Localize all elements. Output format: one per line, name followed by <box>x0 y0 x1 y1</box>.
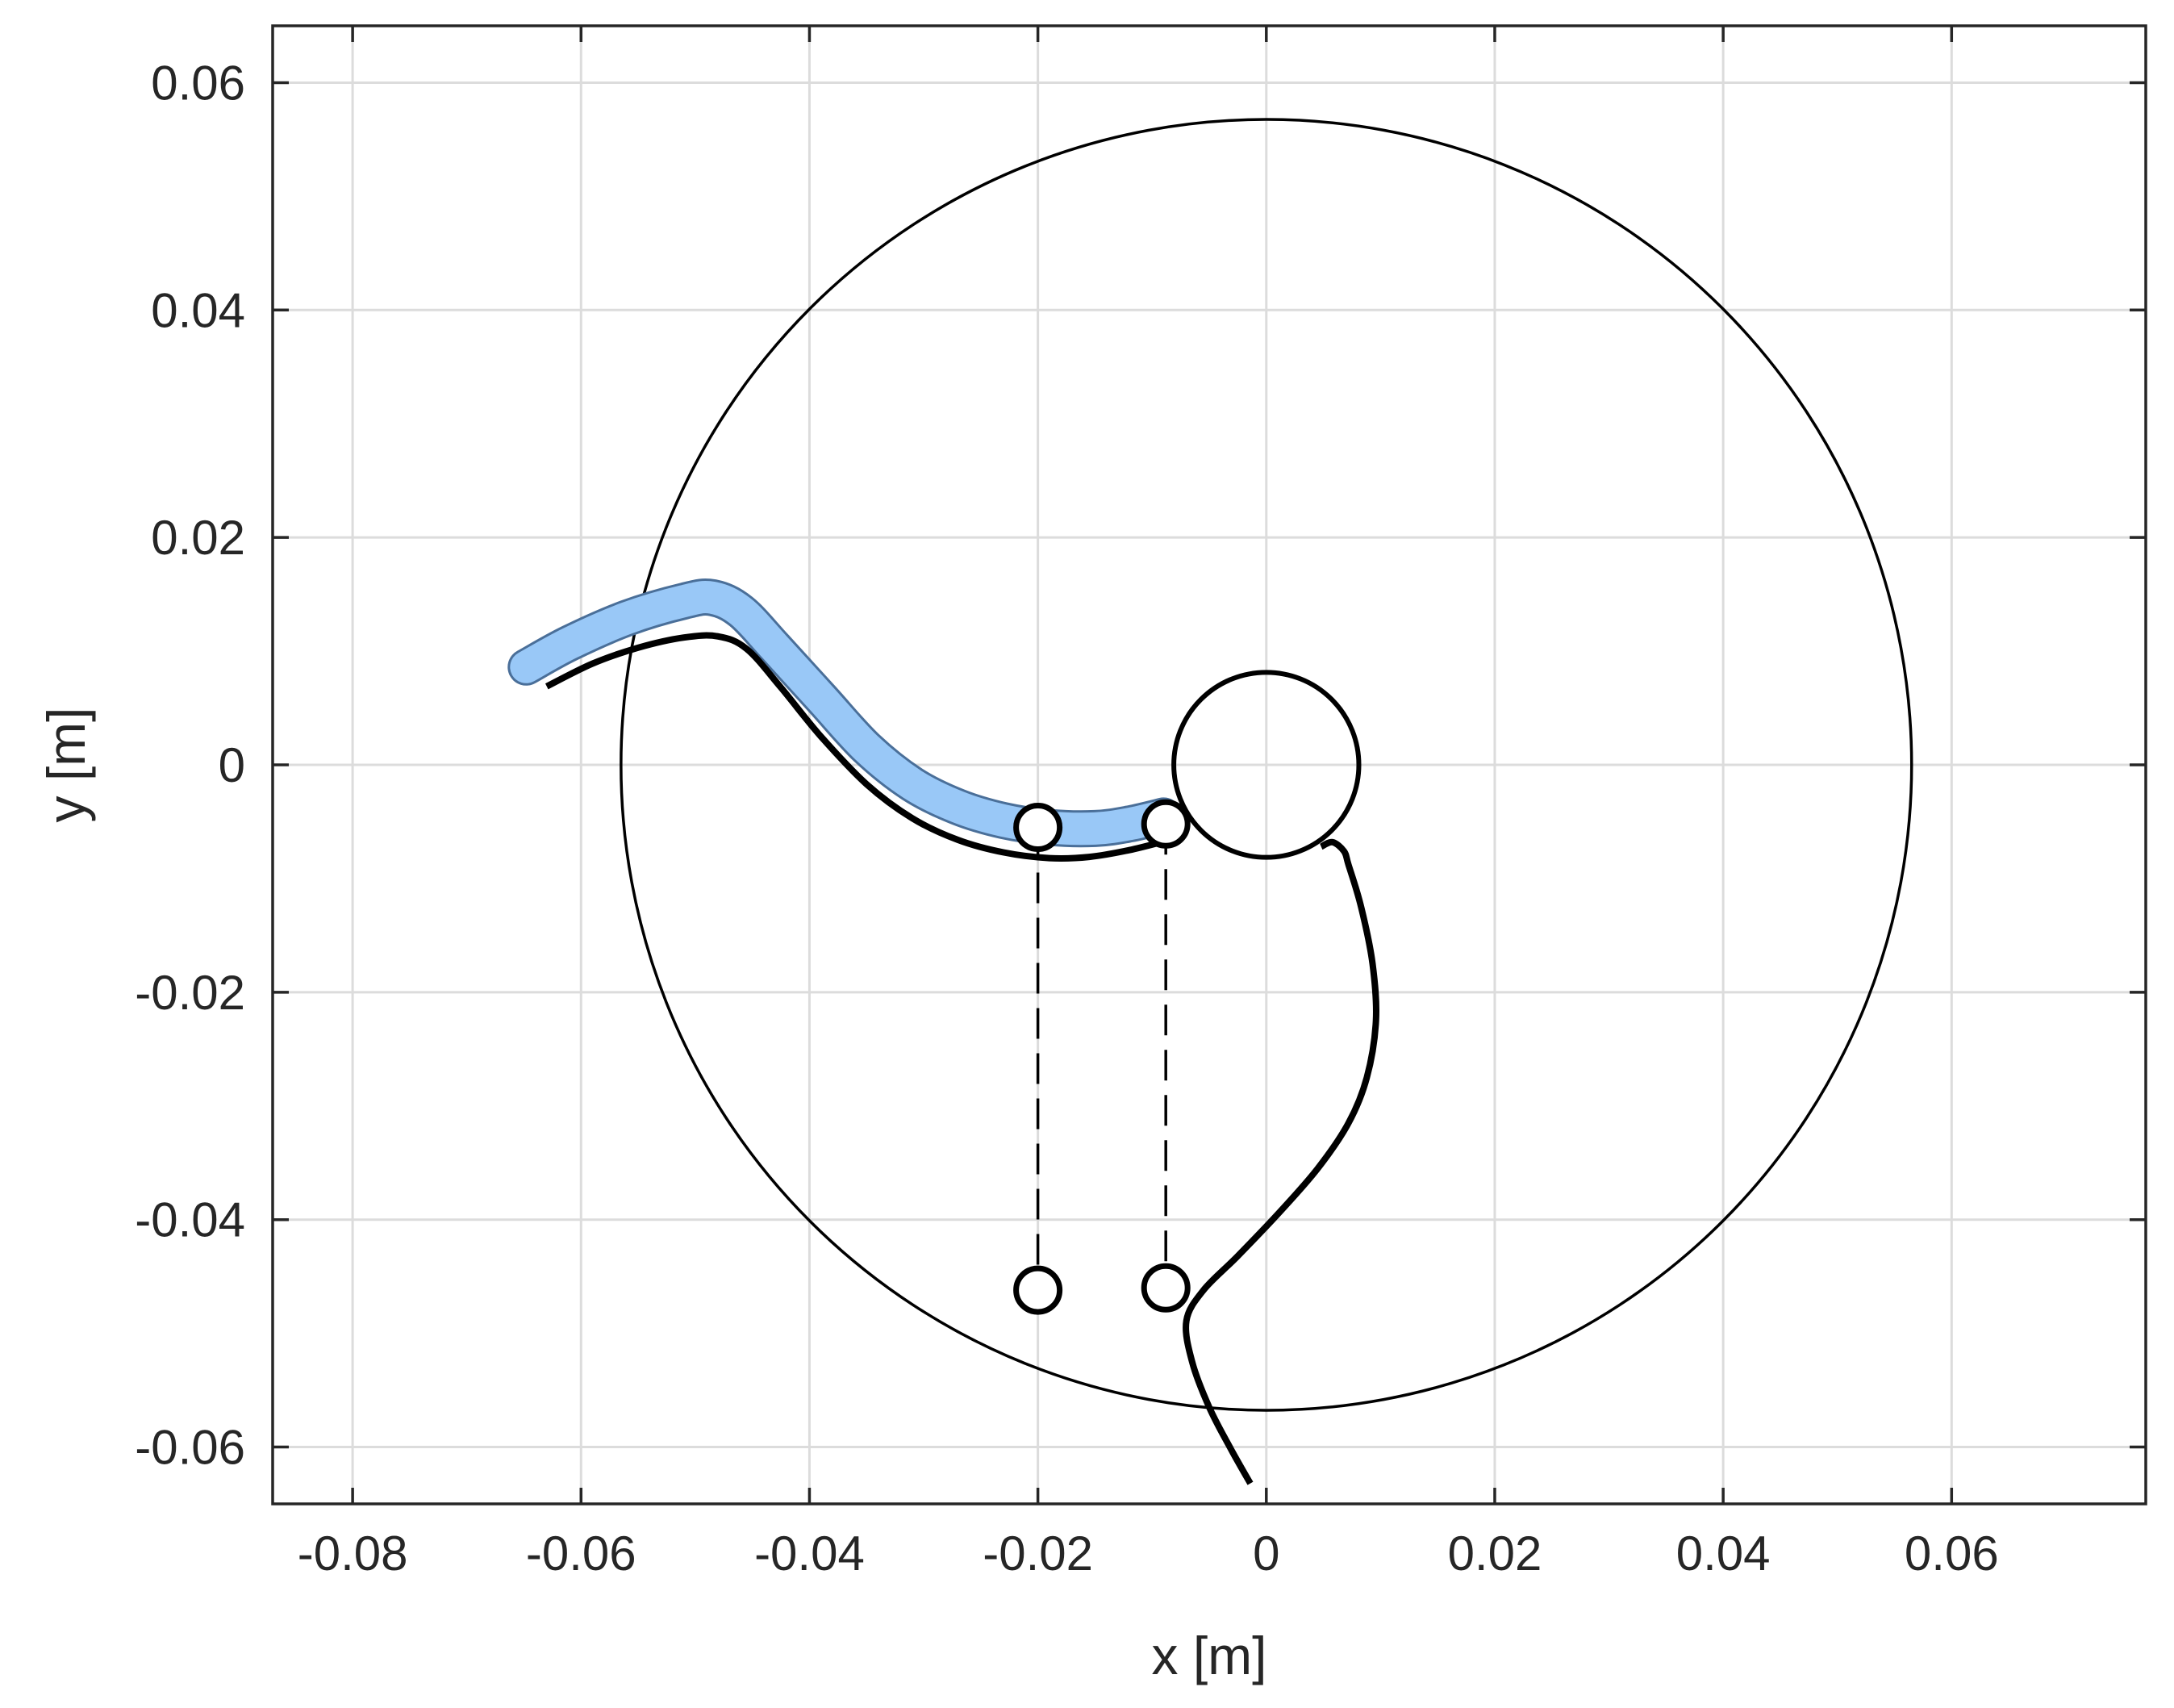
x-tick-label: -0.08 <box>298 1526 408 1581</box>
tick-labels: -0.08 -0.06 -0.04 -0.02 0 0.02 0.04 0.06 0.06 0.0… <box>135 56 1998 1581</box>
y-tick-label: -0.04 <box>135 1193 245 1247</box>
y-tick-label: 0 <box>219 738 245 792</box>
axes <box>271 24 2147 1505</box>
x-tick-label: 0.02 <box>1448 1526 1542 1581</box>
outer-circle <box>620 118 1913 1412</box>
data-layer <box>507 118 1913 1485</box>
band <box>510 580 1180 846</box>
y-tick-label: -0.06 <box>135 1421 245 1475</box>
grid <box>273 26 2146 1504</box>
x-tick-label: 0 <box>1253 1526 1279 1581</box>
rod-curve <box>545 632 1167 862</box>
x-tick-label: -0.02 <box>983 1526 1093 1581</box>
guide-curve <box>1183 838 1379 1485</box>
y-tick-label: 0.06 <box>151 56 245 110</box>
marker <box>1141 799 1191 849</box>
y-tick-label: 0.04 <box>151 283 245 337</box>
y-tick-label: 0.02 <box>151 511 245 565</box>
marker <box>1141 1263 1191 1313</box>
x-tick-label: -0.04 <box>754 1526 865 1581</box>
y-axis-label: y [m] <box>36 708 96 823</box>
x-tick-label: -0.06 <box>526 1526 636 1581</box>
x-axis-label: x [m] <box>1152 1626 1267 1685</box>
x-tick-label: 0.06 <box>1905 1526 1999 1581</box>
x-tick-label: 0.04 <box>1676 1526 1771 1581</box>
marker <box>1013 1265 1063 1315</box>
y-tick-label: -0.02 <box>135 966 245 1020</box>
inner-circle <box>1171 670 1362 860</box>
marker <box>1013 803 1063 853</box>
